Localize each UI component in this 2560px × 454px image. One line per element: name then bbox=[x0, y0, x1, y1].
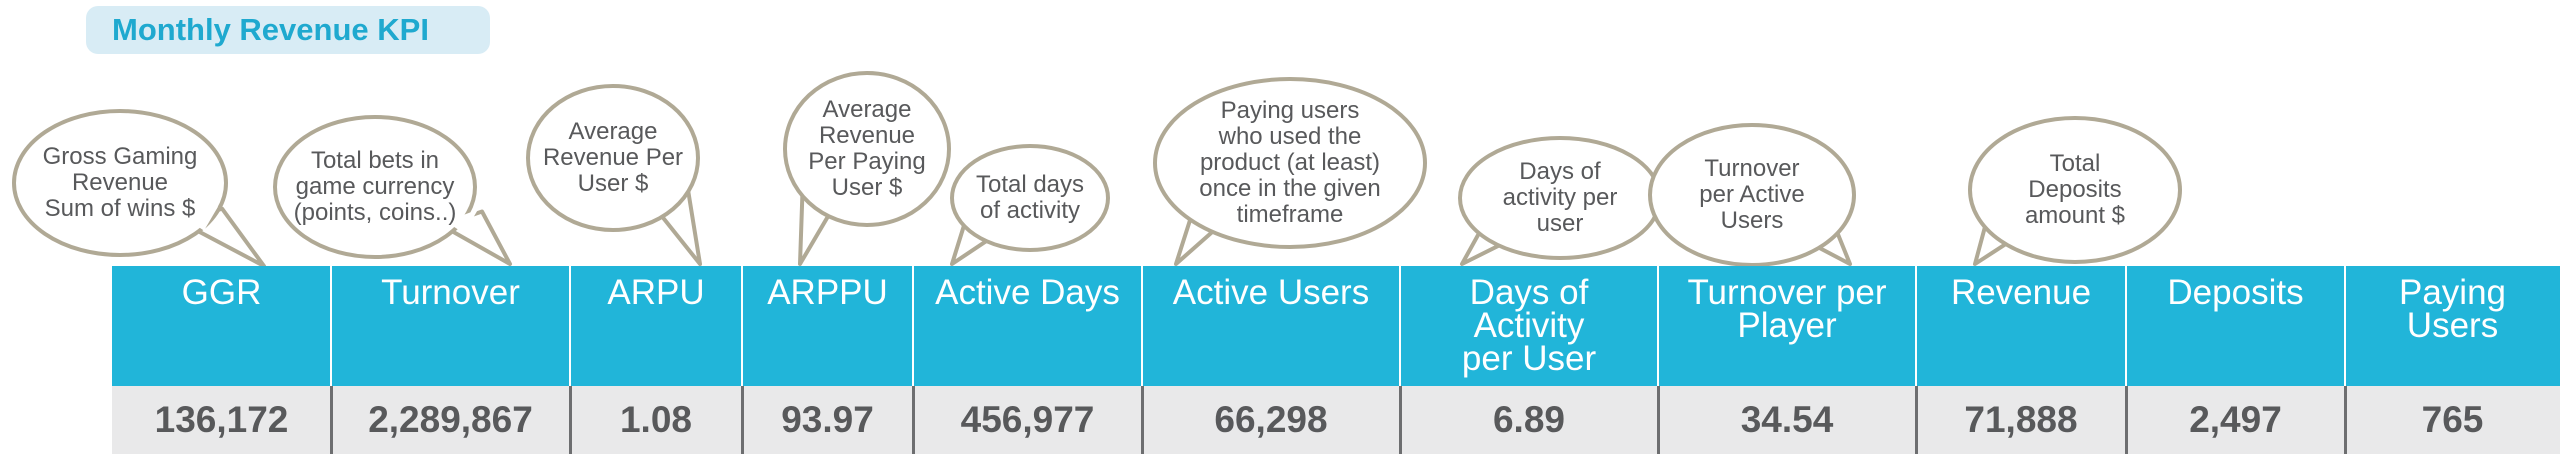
kpi-label-arpu: ARPU bbox=[607, 273, 705, 312]
kpi-value-active-users: 66,298 bbox=[1214, 399, 1328, 440]
speech-bubble bbox=[12, 109, 228, 257]
column-divider bbox=[741, 386, 744, 454]
speech-bubble bbox=[273, 115, 477, 259]
bubble-note-arppu: Average Revenue Per Paying User $ bbox=[808, 96, 926, 201]
column-divider bbox=[1141, 386, 1144, 454]
bubble-note-active-users: Paying users who used the product (at le… bbox=[1199, 97, 1381, 228]
kpi-value-turnover-per-player: 34.54 bbox=[1740, 399, 1834, 440]
column-divider bbox=[1399, 386, 1402, 454]
column-divider bbox=[330, 266, 332, 386]
kpi-value-active-days: 456,977 bbox=[960, 399, 1095, 440]
kpi-label-days-of-activity-per-user: Days of Activity per User bbox=[1461, 273, 1597, 378]
bubble-note-days-of-activity-per-user: Days of activity per user bbox=[1502, 158, 1618, 237]
column-divider bbox=[1915, 266, 1917, 386]
kpi-value-arppu: 93.97 bbox=[781, 399, 874, 440]
bubble-seam bbox=[186, 206, 218, 231]
column-divider bbox=[912, 386, 915, 454]
bubble-seam bbox=[651, 181, 683, 206]
bubble-note-revenue: Total Deposits amount $ bbox=[2024, 150, 2126, 229]
bubble-note-arpu: Average Revenue Per User $ bbox=[542, 118, 684, 197]
column-divider bbox=[1915, 386, 1918, 454]
column-divider bbox=[1399, 266, 1401, 386]
bubble-seam bbox=[972, 210, 1004, 235]
kpi-label-active-days: Active Days bbox=[935, 273, 1120, 312]
kpi-value-row bbox=[112, 386, 2560, 454]
bubble-note-ggr: Gross Gaming Revenue Sum of wins $ bbox=[42, 143, 198, 222]
page-title: Monthly Revenue KPI bbox=[86, 6, 490, 54]
kpi-value-ggr: 136,172 bbox=[154, 399, 289, 440]
kpi-label-turnover-per-player: Turnover per Player bbox=[1687, 273, 1887, 345]
annotation-bubbles bbox=[12, 71, 2182, 268]
bubble-note-turnover-per-player: Turnover per Active Users bbox=[1699, 155, 1805, 234]
column-divider bbox=[1657, 386, 1660, 454]
column-divider bbox=[2344, 386, 2347, 454]
bubble-seam bbox=[1992, 213, 2024, 238]
bubble-note-active-days: Total days of activity bbox=[975, 171, 1085, 224]
column-divider bbox=[741, 266, 743, 386]
kpi-value-turnover: 2,289,867 bbox=[368, 399, 533, 440]
kpi-value-arpu: 1.08 bbox=[619, 399, 692, 440]
column-divider bbox=[2125, 266, 2127, 386]
kpi-value-paying-users: 765 bbox=[2421, 399, 2484, 440]
column-divider bbox=[2344, 266, 2346, 386]
column-divider bbox=[2125, 386, 2128, 454]
column-divider bbox=[1141, 266, 1143, 386]
kpi-label-paying-users: Paying Users bbox=[2398, 273, 2507, 345]
kpi-label-active-users: Active Users bbox=[1172, 273, 1370, 312]
kpi-label-deposits: Deposits bbox=[2167, 273, 2304, 312]
column-divider bbox=[912, 266, 914, 386]
kpi-label-turnover: Turnover bbox=[381, 273, 520, 312]
bubble-seam bbox=[1202, 193, 1234, 218]
bubble-seam bbox=[1492, 215, 1524, 239]
bubble-note-turnover: Total bets in game currency (points, coi… bbox=[293, 147, 457, 226]
column-divider bbox=[330, 386, 333, 454]
kpi-value-revenue: 71,888 bbox=[1964, 399, 2078, 440]
kpi-label-ggr: GGR bbox=[181, 273, 262, 312]
column-divider bbox=[569, 266, 571, 386]
column-divider bbox=[569, 386, 572, 454]
kpi-header-row bbox=[112, 266, 2560, 386]
bubble-seam bbox=[446, 209, 478, 234]
kpi-value-deposits: 2,497 bbox=[2189, 399, 2282, 440]
bubble-seam bbox=[807, 174, 839, 199]
kpi-label-revenue: Revenue bbox=[1950, 273, 2092, 312]
column-divider bbox=[1657, 266, 1659, 386]
kpi-label-arppu: ARPPU bbox=[767, 273, 888, 312]
bubble-seam bbox=[1796, 217, 1828, 242]
kpi-value-days-of-activity-per-user: 6.89 bbox=[1492, 399, 1565, 440]
